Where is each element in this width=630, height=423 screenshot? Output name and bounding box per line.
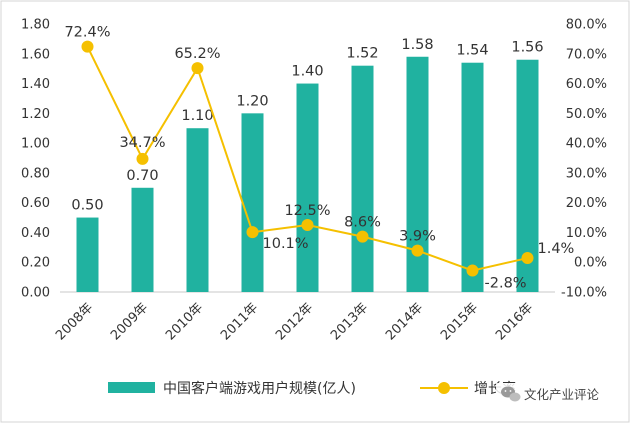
watermark-text: 文化产业评论 (524, 387, 600, 402)
growth-label-3: 10.1% (263, 236, 309, 252)
bar-3 (241, 113, 264, 292)
legend-line-marker (438, 382, 450, 394)
bar-label-0: 0.50 (71, 198, 103, 214)
bar-label-7: 1.54 (456, 43, 488, 59)
legend-bar-swatch (108, 382, 155, 393)
growth-label-4: 12.5% (284, 203, 330, 219)
y-right-tick-2: 10.0% (566, 226, 607, 241)
bar-label-1: 0.70 (126, 168, 158, 184)
growth-point-5 (356, 230, 369, 243)
y-right-tick-3: 20.0% (566, 196, 607, 211)
bar-2 (186, 128, 209, 292)
bar-5 (351, 65, 374, 292)
y-left-tick-5: 1.00 (21, 137, 50, 152)
growth-label-8: 1.4% (538, 241, 575, 257)
bar-label-8: 1.56 (511, 40, 543, 56)
bar-7 (461, 62, 484, 292)
growth-point-0 (81, 40, 94, 53)
growth-point-8 (521, 252, 534, 265)
y-left-tick-4: 0.80 (21, 166, 50, 181)
growth-label-6: 3.9% (399, 229, 436, 245)
line-series (81, 40, 534, 277)
growth-point-7 (466, 264, 479, 277)
growth-point-4 (301, 219, 314, 231)
y-left-tick-1: 0.20 (21, 256, 50, 271)
bar-label-6: 1.58 (401, 37, 433, 53)
bar-1 (131, 187, 154, 292)
bar-4 (296, 83, 319, 292)
growth-label-7: -2.8% (485, 276, 527, 292)
y-left-tick-3: 0.60 (21, 196, 50, 211)
growth-label-2: 65.2% (174, 46, 220, 62)
growth-label-0: 72.4% (64, 25, 110, 41)
y-axis-left-ticks: 0.00 0.20 0.40 0.60 0.80 1.00 1.20 1.40 1.60 1.80 (21, 18, 50, 301)
y-left-tick-8: 1.60 (21, 47, 50, 62)
y-left-tick-0: 0.00 (21, 286, 50, 301)
growth-label-1: 34.7% (119, 135, 165, 151)
wechat-icon (501, 386, 521, 402)
legend-bar-label: 中国客户端游戏用户规模(亿人) (163, 380, 356, 397)
y-right-tick-0: -10.0% (561, 286, 607, 301)
bar-label-2: 1.10 (181, 108, 213, 124)
y-right-tick-8: 70.0% (566, 47, 607, 62)
y-right-tick-5: 40.0% (566, 137, 607, 152)
line-data-labels: 72.4% 34.7% 65.2% 10.1% 12.5% 8.6% 3.9% -2.8% 1.… (64, 25, 574, 292)
y-axis-right-ticks: -10.0% 0.0% 10.0% 20.0% 30.0% 40.0% 50.0% 60.0%… (561, 18, 607, 301)
y-right-tick-9: 80.0% (566, 18, 607, 33)
growth-point-2 (191, 62, 204, 75)
y-right-tick-7: 60.0% (566, 77, 607, 92)
bar-8 (516, 59, 539, 292)
growth-point-6 (411, 244, 424, 257)
y-left-tick-9: 1.80 (21, 18, 50, 33)
y-right-tick-1: 0.0% (574, 256, 607, 271)
bar-series (76, 56, 539, 292)
bar-label-5: 1.52 (346, 46, 378, 62)
growth-point-3 (246, 226, 259, 239)
bar-0 (76, 217, 99, 292)
bar-label-4: 1.40 (291, 64, 323, 80)
bar-label-3: 1.20 (236, 93, 268, 109)
growth-point-1 (136, 152, 149, 165)
watermark: 文化产业评论 (496, 383, 626, 407)
bar-data-labels: 0.50 0.70 1.10 1.20 1.40 1.52 1.58 1.54 1.56 (71, 37, 543, 214)
bar-6 (406, 56, 429, 292)
y-left-tick-7: 1.40 (21, 77, 50, 92)
y-right-tick-6: 50.0% (566, 107, 607, 122)
y-left-tick-2: 0.40 (21, 226, 50, 241)
y-right-tick-4: 30.0% (566, 166, 607, 181)
growth-label-5: 8.6% (344, 215, 381, 231)
y-left-tick-6: 1.20 (21, 107, 50, 122)
